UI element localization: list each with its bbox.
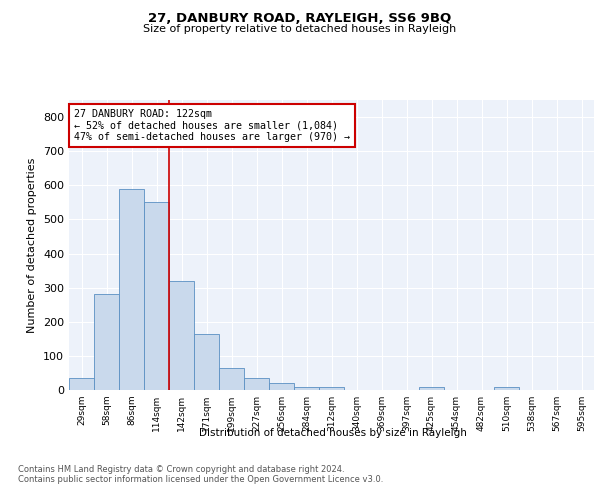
Bar bbox=[419, 388, 444, 390]
Bar bbox=[319, 388, 344, 390]
Text: Size of property relative to detached houses in Rayleigh: Size of property relative to detached ho… bbox=[143, 24, 457, 34]
Bar bbox=[69, 378, 94, 390]
Bar bbox=[244, 378, 269, 390]
Bar bbox=[94, 294, 119, 390]
Bar bbox=[219, 368, 244, 390]
Bar bbox=[294, 386, 319, 390]
Text: Distribution of detached houses by size in Rayleigh: Distribution of detached houses by size … bbox=[199, 428, 467, 438]
Text: 27, DANBURY ROAD, RAYLEIGH, SS6 9BQ: 27, DANBURY ROAD, RAYLEIGH, SS6 9BQ bbox=[148, 12, 452, 26]
Bar bbox=[194, 334, 219, 390]
Bar bbox=[144, 202, 169, 390]
Bar bbox=[269, 383, 294, 390]
Bar bbox=[169, 281, 194, 390]
Text: Contains HM Land Registry data © Crown copyright and database right 2024.
Contai: Contains HM Land Registry data © Crown c… bbox=[18, 465, 383, 484]
Bar bbox=[494, 388, 519, 390]
Y-axis label: Number of detached properties: Number of detached properties bbox=[28, 158, 37, 332]
Text: 27 DANBURY ROAD: 122sqm
← 52% of detached houses are smaller (1,084)
47% of semi: 27 DANBURY ROAD: 122sqm ← 52% of detache… bbox=[74, 108, 350, 142]
Bar bbox=[119, 188, 144, 390]
